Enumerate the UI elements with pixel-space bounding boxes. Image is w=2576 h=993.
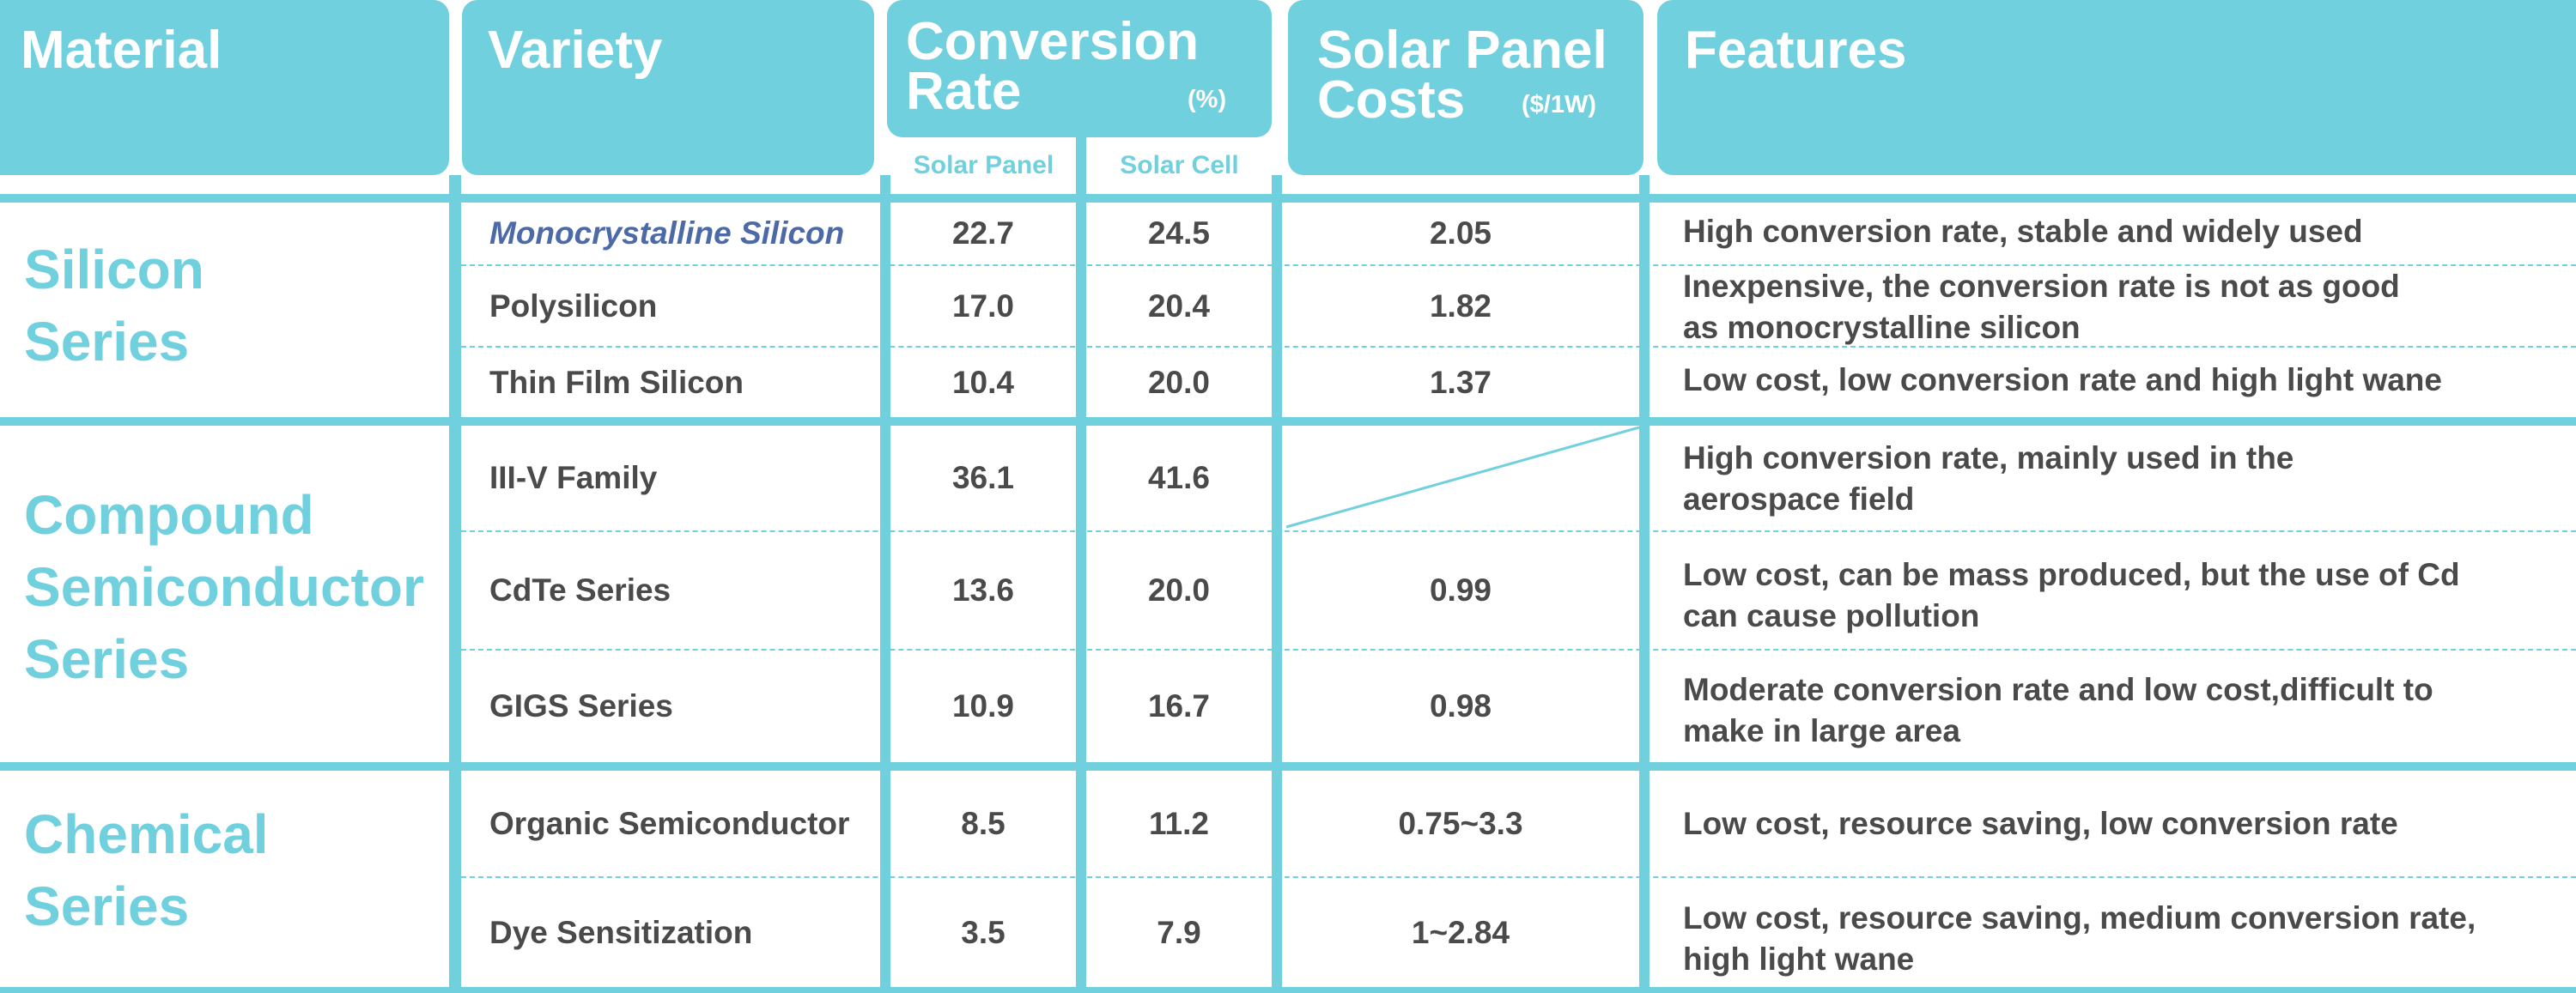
- panel-cost: 1.82: [1429, 288, 1492, 324]
- feature-cell: High conversion rate, mainly used in the…: [1683, 438, 2293, 524]
- feature-cell: Moderate conversion rate and low cost,di…: [1683, 669, 2433, 755]
- panel-cost: 2.05: [1429, 215, 1492, 251]
- solar-panel-rate: 8.5: [961, 805, 1005, 841]
- variety-cell: GIGS Series: [489, 688, 673, 724]
- header-material-label: Material: [21, 21, 222, 80]
- header-variety-label: Variety: [488, 21, 663, 80]
- feature-line: can cause pollution: [1683, 598, 1980, 633]
- feature-line: Low cost, resource saving, low conversio…: [1683, 805, 2398, 841]
- subheader-solar-panel: Solar Panel: [913, 151, 1054, 179]
- header-bottom-rule: [0, 194, 2576, 203]
- variety-cell: CdTe Series: [489, 572, 671, 608]
- solar-cell-rate: 7.9: [1157, 914, 1201, 950]
- header-features-label: Features: [1685, 21, 1907, 80]
- header-variety: Variety: [462, 0, 874, 175]
- column-divider: [1272, 175, 1282, 993]
- feature-cell: Low cost, resource saving, low conversio…: [1683, 771, 2398, 876]
- variety-cell: III-V Family: [489, 460, 658, 495]
- variety-cell: Dye Sensitization: [489, 914, 753, 950]
- feature-line: as monocrystalline silicon: [1683, 310, 2081, 345]
- feature-cell: Low cost, resource saving, medium conver…: [1683, 898, 2476, 984]
- group-separator: [0, 762, 2576, 771]
- empty-cell-slash: [1285, 426, 1639, 529]
- variety-cell: Organic Semiconductor: [489, 805, 850, 841]
- solar-panel-rate: 17.0: [951, 288, 1014, 324]
- feature-line: Low cost, low conversion rate and high l…: [1683, 362, 2442, 397]
- panel-cost: 1~2.84: [1411, 914, 1510, 950]
- solar-panel-rate: 3.5: [961, 914, 1005, 950]
- solar-panel-rate: 13.6: [951, 572, 1014, 608]
- header-conversion-rate: Conversion Rate (%): [887, 0, 1272, 137]
- header-conversion-label-1: Conversion: [906, 12, 1200, 71]
- feature-line: Moderate conversion rate and low cost,di…: [1683, 672, 2433, 707]
- group-separator: [0, 417, 2576, 426]
- material-group-label: Compound: [24, 484, 314, 546]
- solar-panel-rate: 10.4: [951, 364, 1014, 400]
- variety-cell: Polysilicon: [489, 288, 658, 324]
- solar-cell-rate: 20.0: [1147, 572, 1210, 608]
- row-separator: [461, 264, 2576, 266]
- table-bottom-rule: [0, 987, 2576, 993]
- feature-line: aerospace field: [1683, 481, 1915, 517]
- material-group-chemical: Chemical Series: [24, 798, 269, 942]
- header-conversion-unit: (%): [1188, 86, 1227, 113]
- feature-cell: Inexpensive, the conversion rate is not …: [1683, 266, 2400, 346]
- variety-cell: Thin Film Silicon: [489, 364, 744, 400]
- panel-cost: 1.37: [1429, 364, 1492, 400]
- solar-cell-rate: 41.6: [1147, 460, 1210, 495]
- material-group-label: Series: [24, 628, 190, 690]
- header-material: Material: [0, 0, 449, 175]
- feature-line: Inexpensive, the conversion rate is not …: [1683, 269, 2400, 304]
- header-costs: Solar Panel Costs ($/1W): [1288, 0, 1643, 175]
- row-separator: [461, 530, 2576, 532]
- feature-line: Low cost, can be mass produced, but the …: [1683, 557, 2460, 592]
- solar-panel-rate: 10.9: [951, 688, 1014, 724]
- feature-cell: High conversion rate, stable and widely …: [1683, 203, 2363, 264]
- solar-cell-rate: 20.0: [1147, 364, 1210, 400]
- header-costs-label-1: Solar Panel: [1317, 21, 1607, 80]
- variety-cell: Monocrystalline Silicon: [489, 215, 845, 251]
- feature-line: make in large area: [1683, 713, 1960, 748]
- solar-cell-rate: 16.7: [1147, 688, 1210, 724]
- subheader-solar-cell: Solar Cell: [1120, 151, 1239, 179]
- header-costs-unit: ($/1W): [1522, 91, 1596, 118]
- panel-cost: 0.75~3.3: [1398, 805, 1523, 841]
- solar-panel-rate: 22.7: [951, 215, 1014, 251]
- material-group-label: Silicon: [24, 239, 204, 300]
- feature-line: High conversion rate, stable and widely …: [1683, 214, 2363, 249]
- row-separator: [461, 649, 2576, 651]
- material-group-label: Chemical: [24, 803, 269, 865]
- solar-cell-rate: 24.5: [1147, 215, 1210, 251]
- column-divider: [449, 175, 461, 993]
- material-group-silicon: Silicon Series: [24, 233, 204, 378]
- solar-cell-rate: 11.2: [1149, 805, 1209, 841]
- header-conversion-label-2: Rate: [906, 62, 1022, 121]
- material-group-label: Series: [24, 875, 190, 937]
- material-group-label: Semiconductor: [24, 556, 424, 618]
- column-divider: [1639, 175, 1649, 993]
- material-group-label: Series: [24, 311, 190, 372]
- feature-cell: Low cost, can be mass produced, but the …: [1683, 554, 2460, 640]
- material-group-compound: Compound Semiconductor Series: [24, 479, 424, 695]
- feature-cell: Low cost, low conversion rate and high l…: [1683, 348, 2442, 417]
- column-divider: [880, 175, 890, 993]
- column-divider: [1076, 137, 1086, 993]
- header-features: Features: [1657, 0, 2576, 175]
- feature-line: high light wane: [1683, 942, 1915, 977]
- panel-cost: 0.99: [1429, 572, 1492, 608]
- row-separator: [461, 346, 2576, 348]
- solar-panel-rate: 36.1: [951, 460, 1014, 495]
- header-costs-label-2: Costs: [1317, 70, 1466, 130]
- feature-line: High conversion rate, mainly used in the: [1683, 440, 2294, 475]
- solar-cell-rate: 20.4: [1147, 288, 1210, 324]
- panel-cost: 0.98: [1429, 688, 1492, 724]
- feature-line: Low cost, resource saving, medium conver…: [1683, 900, 2476, 935]
- row-separator: [461, 876, 2576, 878]
